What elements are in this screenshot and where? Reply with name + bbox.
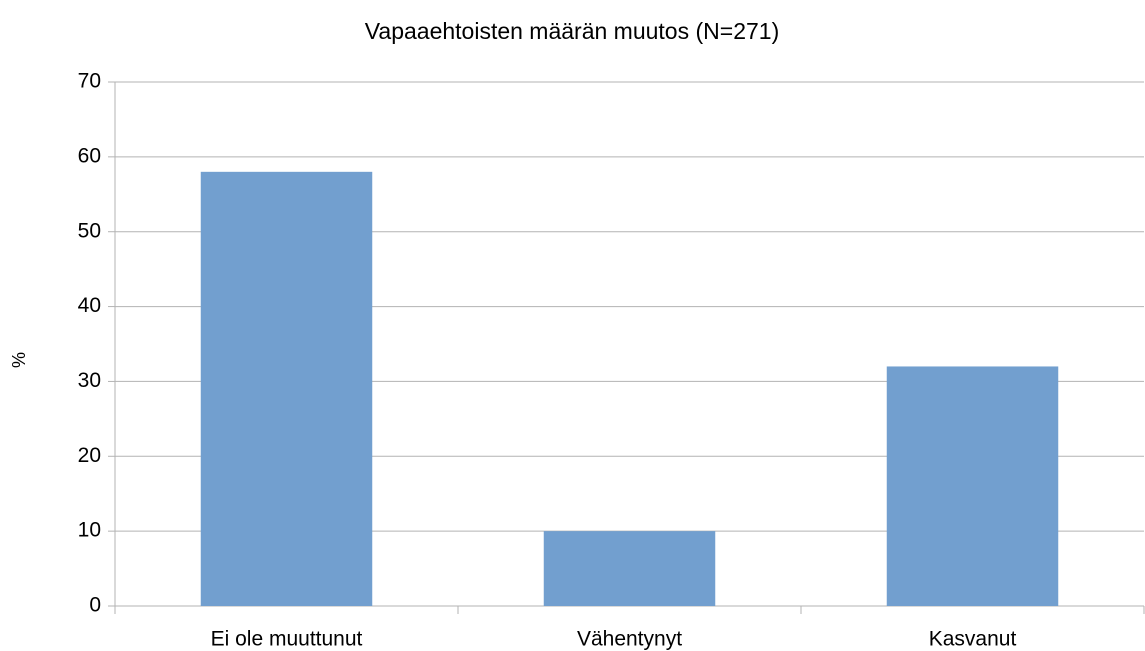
y-tick-label: 0 xyxy=(89,594,101,617)
bar xyxy=(886,366,1059,606)
y-axis-label: % xyxy=(9,352,29,368)
x-tick-label: Vähentynyt xyxy=(577,628,682,651)
y-tick-label: 10 xyxy=(78,519,101,542)
bar xyxy=(200,171,373,607)
x-tick-label: Ei ole muuttunut xyxy=(211,628,363,651)
y-tick-label: 30 xyxy=(78,369,101,392)
x-tick-label: Kasvanut xyxy=(929,628,1017,651)
y-tick-label: 60 xyxy=(78,144,101,167)
chart-title: Vapaaehtoisten määrän muutos (N=271) xyxy=(365,18,779,44)
y-tick-label: 70 xyxy=(78,70,101,93)
y-tick-label: 20 xyxy=(78,444,101,467)
bar xyxy=(543,531,716,606)
y-tick-label: 40 xyxy=(78,294,101,317)
y-tick-label: 50 xyxy=(78,219,101,242)
